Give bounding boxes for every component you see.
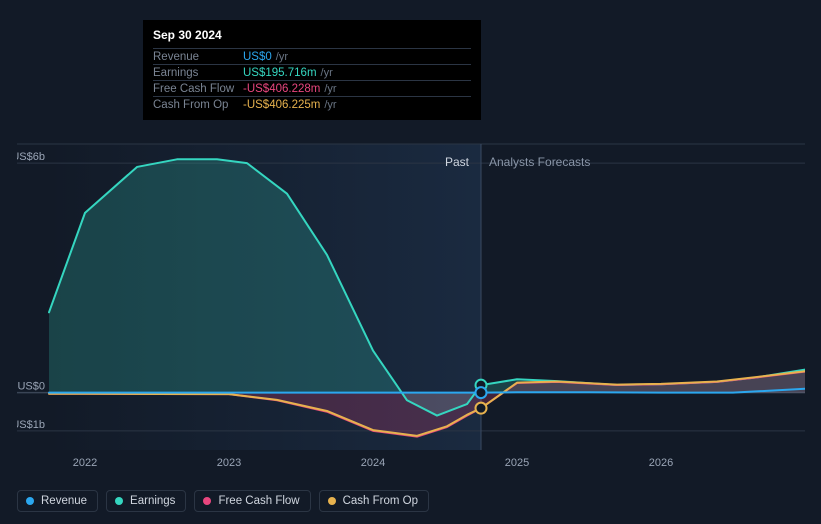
svg-text:-US$1b: -US$1b <box>17 419 45 431</box>
legend-item-earnings[interactable]: Earnings <box>106 490 186 512</box>
tooltip-row: Cash From Op-US$406.225m/yr <box>153 97 471 113</box>
tooltip-date: Sep 30 2024 <box>153 26 471 48</box>
svg-text:2026: 2026 <box>649 457 673 469</box>
svg-text:2024: 2024 <box>361 457 385 469</box>
svg-text:2025: 2025 <box>505 457 529 469</box>
tooltip-row-label: Earnings <box>153 65 243 81</box>
tooltip-row-value: -US$406.225m/yr <box>243 97 471 113</box>
tooltip-row: RevenueUS$0/yr <box>153 49 471 65</box>
tooltip-row-label: Free Cash Flow <box>153 81 243 97</box>
legend-swatch <box>328 497 336 505</box>
section-label-forecasts: Analysts Forecasts <box>489 155 590 169</box>
legend-label: Revenue <box>41 495 87 507</box>
legend-item-revenue[interactable]: Revenue <box>17 490 98 512</box>
tooltip-row-value: -US$406.228m/yr <box>243 81 471 97</box>
legend-swatch <box>203 497 211 505</box>
legend: Revenue Earnings Free Cash Flow Cash From O… <box>17 490 429 512</box>
tooltip-row-value: US$0/yr <box>243 49 471 65</box>
tooltip-row-label: Cash From Op <box>153 97 243 113</box>
tooltip-row-label: Revenue <box>153 49 243 65</box>
legend-swatch <box>26 497 34 505</box>
tooltip-row-value: US$195.716m/yr <box>243 65 471 81</box>
chart-container: US$6b US$0 -US$1b 2022 2023 2024 2025 2026 <box>17 120 805 470</box>
svg-text:US$0: US$0 <box>17 381 45 393</box>
tooltip-table: RevenueUS$0/yrEarningsUS$195.716m/yrFree… <box>153 48 471 112</box>
svg-text:2022: 2022 <box>73 457 97 469</box>
legend-item-cash-from-op[interactable]: Cash From Op <box>319 490 429 512</box>
tooltip-row: Free Cash Flow-US$406.228m/yr <box>153 81 471 97</box>
legend-label: Free Cash Flow <box>218 495 299 507</box>
chart-tooltip: Sep 30 2024 RevenueUS$0/yrEarningsUS$195… <box>143 20 481 120</box>
legend-label: Cash From Op <box>343 495 418 507</box>
chart-svg[interactable]: US$6b US$0 -US$1b 2022 2023 2024 2025 2026 <box>17 120 805 470</box>
svg-text:2023: 2023 <box>217 457 241 469</box>
tooltip-row: EarningsUS$195.716m/yr <box>153 65 471 81</box>
svg-text:US$6b: US$6b <box>17 151 45 163</box>
legend-swatch <box>115 497 123 505</box>
legend-item-free-cash-flow[interactable]: Free Cash Flow <box>194 490 310 512</box>
section-label-past: Past <box>445 155 469 169</box>
legend-label: Earnings <box>130 495 175 507</box>
